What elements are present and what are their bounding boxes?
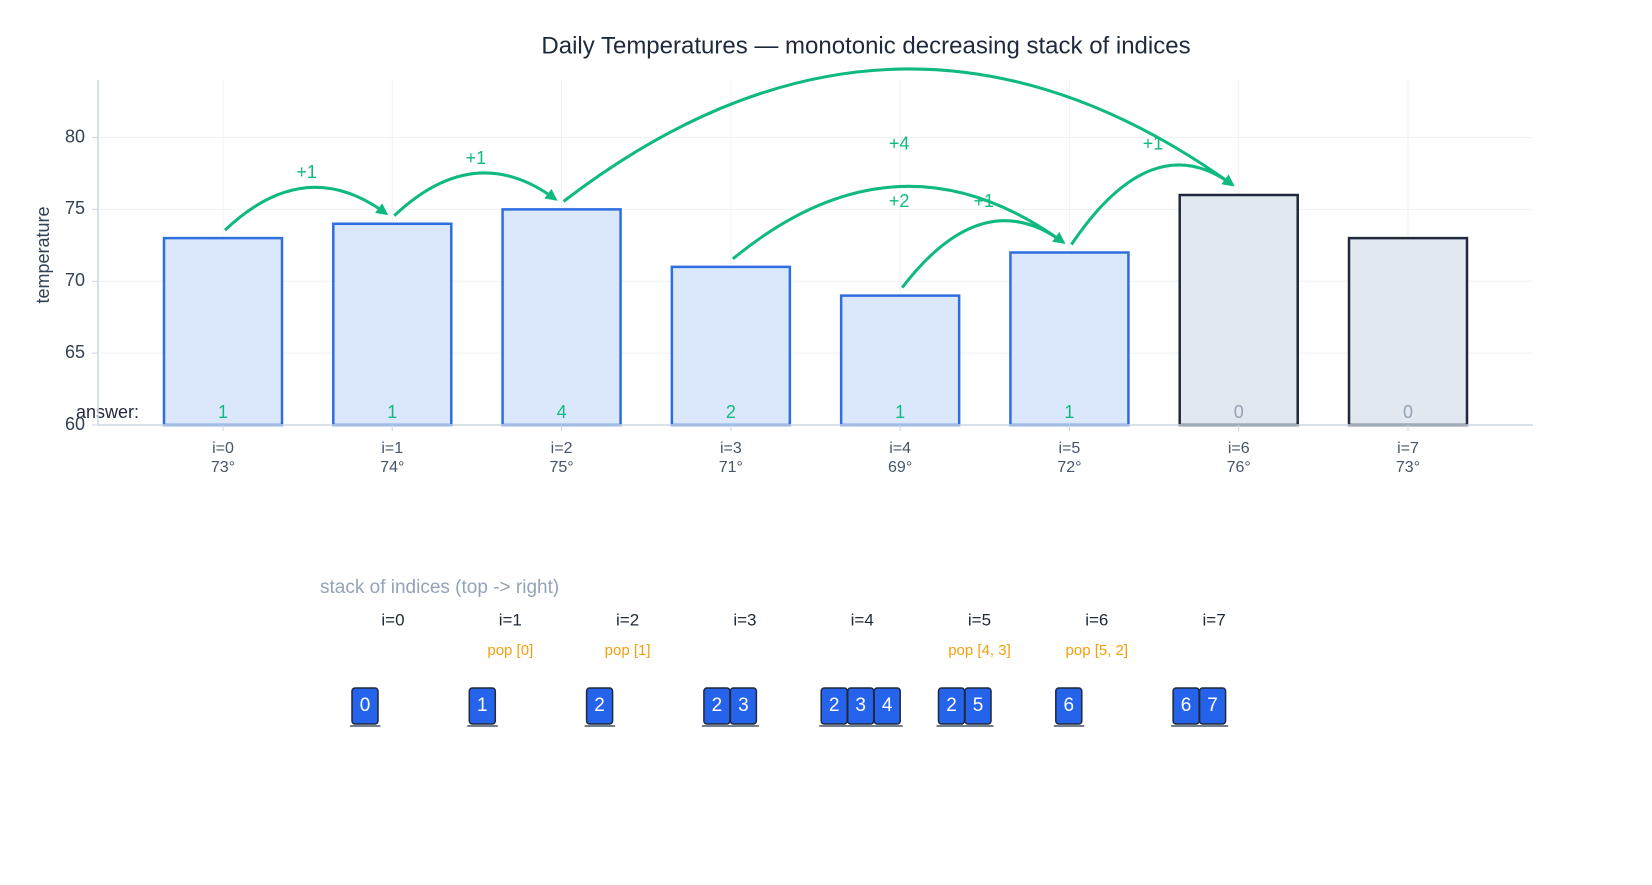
x-tick-label: i=3 (720, 440, 742, 457)
stack-cell-value: 2 (712, 695, 723, 716)
x-tick-label: i=7 (1397, 440, 1419, 457)
x-tick-label: i=1 (381, 440, 403, 457)
arrow (900, 219, 1066, 289)
stack-cell-value: 6 (1064, 695, 1075, 716)
value-label: 71° (719, 459, 743, 476)
step-label: i=6 (1085, 610, 1108, 629)
step-label: i=4 (851, 610, 874, 629)
value-label: 76° (1227, 459, 1251, 476)
stack-cell (1055, 687, 1083, 725)
answer-value: 4 (557, 402, 567, 422)
arrow (1070, 163, 1235, 246)
answer-value: 1 (218, 402, 228, 422)
step-label: i=5 (968, 610, 991, 629)
bar (501, 208, 622, 427)
arrow (393, 171, 558, 217)
step-label: i=2 (616, 610, 639, 629)
answer-value: 1 (895, 402, 905, 422)
stack-cell-value: 2 (594, 695, 605, 716)
value-label: 73° (211, 459, 235, 476)
answer-value: 1 (387, 402, 397, 422)
y-tick-label: 80 (65, 126, 85, 146)
stack-title: stack of indices (top -> right) (320, 577, 559, 598)
value-label: 72° (1057, 459, 1081, 476)
y-tick-label: 70 (65, 270, 85, 290)
pop-label: pop [1] (605, 642, 651, 659)
arrow-label: +1 (466, 148, 487, 168)
arrow-label: +1 (974, 191, 995, 211)
answer-value: 1 (1064, 402, 1074, 422)
answer-label: answer: (76, 402, 139, 422)
stack-cell (468, 687, 497, 725)
bar (1178, 193, 1299, 427)
stack-cell (351, 687, 379, 725)
stack-cell-value: 4 (882, 695, 893, 716)
y-tick-label: 65 (65, 342, 85, 362)
stack-cell (1198, 687, 1227, 725)
bar (839, 294, 961, 427)
bar (1009, 251, 1130, 427)
stack-cell (729, 687, 758, 725)
y-tick-label: 75 (65, 198, 85, 218)
arrow-label: +4 (889, 133, 910, 153)
arrow (223, 185, 389, 232)
value-label: 75° (549, 459, 573, 476)
x-tick-label: i=4 (889, 440, 911, 457)
value-label: 69° (888, 459, 912, 476)
stack-cell (964, 687, 992, 725)
step-label: i=0 (381, 610, 404, 629)
stack-cell-value: 0 (360, 695, 371, 716)
value-label: 73° (1396, 459, 1420, 476)
answer-value: 2 (726, 402, 736, 422)
answer-value: 0 (1403, 402, 1413, 422)
stack-cell-value: 6 (1181, 695, 1192, 716)
bar (332, 222, 453, 427)
stack-cell (585, 687, 614, 725)
pop-label: pop [0] (487, 642, 533, 659)
stack-cell-value: 2 (829, 695, 840, 716)
chart-title: Daily Temperatures — monotonic decreasin… (541, 32, 1190, 59)
stack-cell (873, 687, 901, 725)
step-label: i=1 (499, 610, 522, 629)
stack-cell-value: 2 (946, 695, 957, 716)
stack-cell-value: 7 (1207, 695, 1218, 716)
step-label: i=3 (733, 610, 756, 629)
bar (1347, 236, 1469, 427)
value-label: 74° (380, 459, 404, 476)
arrow (731, 184, 1066, 261)
x-tick-label: i=6 (1228, 440, 1250, 457)
y-axis-label: temperature (33, 206, 53, 303)
stack-cell-value: 1 (477, 695, 488, 716)
y-tick-label: 60 (65, 414, 85, 434)
stack-cell-value: 3 (738, 695, 749, 716)
stack-cell-value: 5 (973, 695, 984, 716)
pop-label: pop [5, 2] (1066, 642, 1129, 659)
stack-cell-value: 3 (855, 695, 866, 716)
bar (162, 236, 284, 427)
x-tick-label: i=0 (212, 440, 234, 457)
arrow (562, 67, 1235, 203)
pop-label: pop [4, 3] (948, 642, 1011, 659)
x-tick-label: i=5 (1059, 440, 1081, 457)
arrow-label: +1 (296, 162, 317, 182)
step-label: i=7 (1203, 610, 1226, 629)
x-tick-label: i=2 (551, 440, 573, 457)
arrow-label: +2 (889, 191, 910, 211)
answer-value: 0 (1234, 402, 1244, 422)
arrow-label: +1 (1143, 133, 1164, 153)
